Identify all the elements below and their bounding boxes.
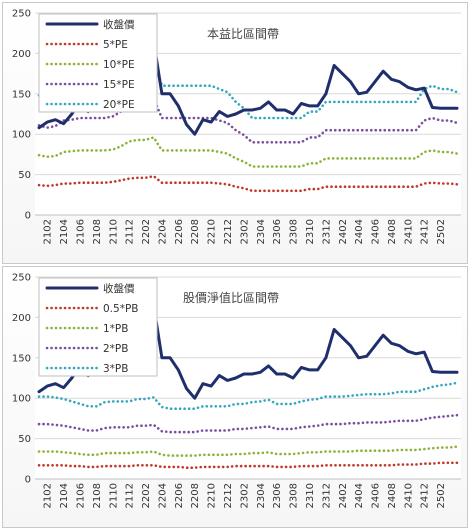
pe-x-tick-label: 2402	[338, 219, 349, 244]
pe-legend	[38, 13, 158, 113]
pb-legend	[38, 277, 158, 377]
pb-y-tick-label: 0	[25, 475, 31, 486]
pe-x-tick-label: 2102	[43, 219, 54, 244]
pe-legend-label: 收盤價	[103, 18, 135, 31]
pb-y-tick-label: 100	[12, 394, 31, 405]
pb-x-tick-label: 2502	[436, 483, 447, 508]
pe-x-tick-label: 2104	[59, 219, 70, 244]
pe-y-tick-label: 250	[12, 9, 31, 20]
pb-x-tick-label: 2206	[174, 483, 185, 508]
pb-x-tick-label: 2304	[256, 483, 267, 508]
pb-x-tick-label: 2302	[239, 483, 250, 508]
pb-x-tick-label: 2110	[108, 483, 119, 508]
pe-y-tick-label: 100	[12, 130, 31, 141]
pb-band-chart-panel: 0 50 100 150 200 250 2102 2104 2106 2108 2110 2112 2…	[2, 266, 468, 528]
pb-x-tick-label: 2204	[157, 483, 168, 508]
pe-x-tick-label: 2208	[190, 219, 201, 244]
pe-y-tick-label: 150	[12, 89, 31, 100]
pb-y-tick-label: 50	[18, 434, 31, 445]
pb-legend-label: 1*PB	[103, 323, 128, 335]
pb-x-tick-label: 2104	[59, 483, 70, 508]
pb-x-tick-label: 2108	[92, 483, 103, 508]
pe-x-tick-label: 2406	[371, 219, 382, 244]
pb-x-tick-label: 2306	[272, 483, 283, 508]
pe-legend-label: 5*PE	[103, 39, 128, 51]
pb-x-tick-label: 2102	[43, 483, 54, 508]
pe-x-tick-label: 2204	[157, 219, 168, 244]
pb-x-tick-label: 2412	[420, 483, 431, 508]
pe-legend-label: 15*PE	[103, 79, 135, 91]
pe-x-tick-label: 2408	[387, 219, 398, 244]
pe-x-tick-label: 2302	[239, 219, 250, 244]
pb-chart-title: 股價淨值比區間帶	[183, 290, 279, 305]
pb-legend-label: 收盤價	[103, 282, 135, 295]
pb-x-tick-label: 2410	[403, 483, 414, 508]
pe-x-tick-label: 2502	[436, 219, 447, 244]
pe-x-tick-label: 2312	[321, 219, 332, 244]
pe-x-tick-label: 2412	[420, 219, 431, 244]
pe-series-line-band-3	[37, 97, 459, 144]
pb-legend-label: 2*PB	[103, 343, 128, 355]
pe-chart-title: 本益比區間帶	[207, 27, 279, 41]
pe-x-tick-label: 2112	[125, 219, 136, 244]
pb-x-tick-label: 2404	[354, 483, 365, 508]
pb-x-tick-label: 2402	[338, 483, 349, 508]
pe-band-chart: 0 50 100 150 200 250 2102 2104 2106 2108 2110 2112 2…	[12, 9, 461, 244]
pb-x-tick-label: 2310	[305, 483, 316, 508]
pe-series-line-band-1	[37, 174, 459, 193]
pe-series-line-band-4	[37, 58, 459, 120]
pe-x-tick-label: 2212	[223, 219, 234, 244]
pe-y-tick-label: 0	[25, 211, 31, 222]
pb-x-tick-label: 2406	[371, 483, 382, 508]
pe-x-tick-label: 2410	[403, 219, 414, 244]
pe-x-tick-label: 2310	[305, 219, 316, 244]
pb-series-line-band-3	[37, 413, 459, 434]
pe-y-tick-label: 50	[18, 170, 31, 181]
pe-x-tick-label: 2108	[92, 219, 103, 244]
pe-y-tick-label: 200	[12, 49, 31, 60]
pb-x-tick-label: 2106	[75, 483, 86, 508]
pb-y-tick-label: 200	[12, 313, 31, 324]
pb-series-line-band-4	[37, 381, 459, 410]
pe-series-line-band-2	[37, 136, 459, 168]
pe-x-tick-label: 2304	[256, 219, 267, 244]
pe-x-tick-label: 2210	[207, 219, 218, 244]
pb-x-tick-label: 2312	[321, 483, 332, 508]
pb-x-tick-label: 2202	[141, 483, 152, 508]
pe-legend-label: 10*PE	[103, 59, 135, 71]
pe-x-tick-label: 2308	[289, 219, 300, 244]
pb-x-tick-label: 2408	[387, 483, 398, 508]
pe-x-tick-label: 2202	[141, 219, 152, 244]
pb-x-tick-label: 2308	[289, 483, 300, 508]
pe-x-tick-label: 2306	[272, 219, 283, 244]
pb-legend-label: 3*PB	[103, 363, 128, 375]
pb-x-tick-label: 2212	[223, 483, 234, 508]
pe-x-tick-label: 2404	[354, 219, 365, 244]
pb-x-tick-label: 2112	[125, 483, 136, 508]
pb-y-tick-label: 150	[12, 353, 31, 364]
pe-x-tick-label: 2110	[108, 219, 119, 244]
pb-y-tick-label: 250	[12, 273, 31, 284]
pe-legend-label: 20*PE	[103, 99, 135, 111]
pb-series-line-band-2	[37, 445, 459, 457]
pe-x-tick-label: 2106	[75, 219, 86, 244]
pb-legend-label: 0.5*PB	[103, 303, 138, 315]
pe-x-tick-label: 2206	[174, 219, 185, 244]
pb-x-tick-label: 2210	[207, 483, 218, 508]
pb-band-chart: 0 50 100 150 200 250 2102 2104 2106 2108 2110 2112 2…	[12, 273, 461, 508]
pb-x-tick-label: 2208	[190, 483, 201, 508]
pe-band-chart-panel: 0 50 100 150 200 250 2102 2104 2106 2108 2110 2112 2…	[2, 2, 468, 264]
